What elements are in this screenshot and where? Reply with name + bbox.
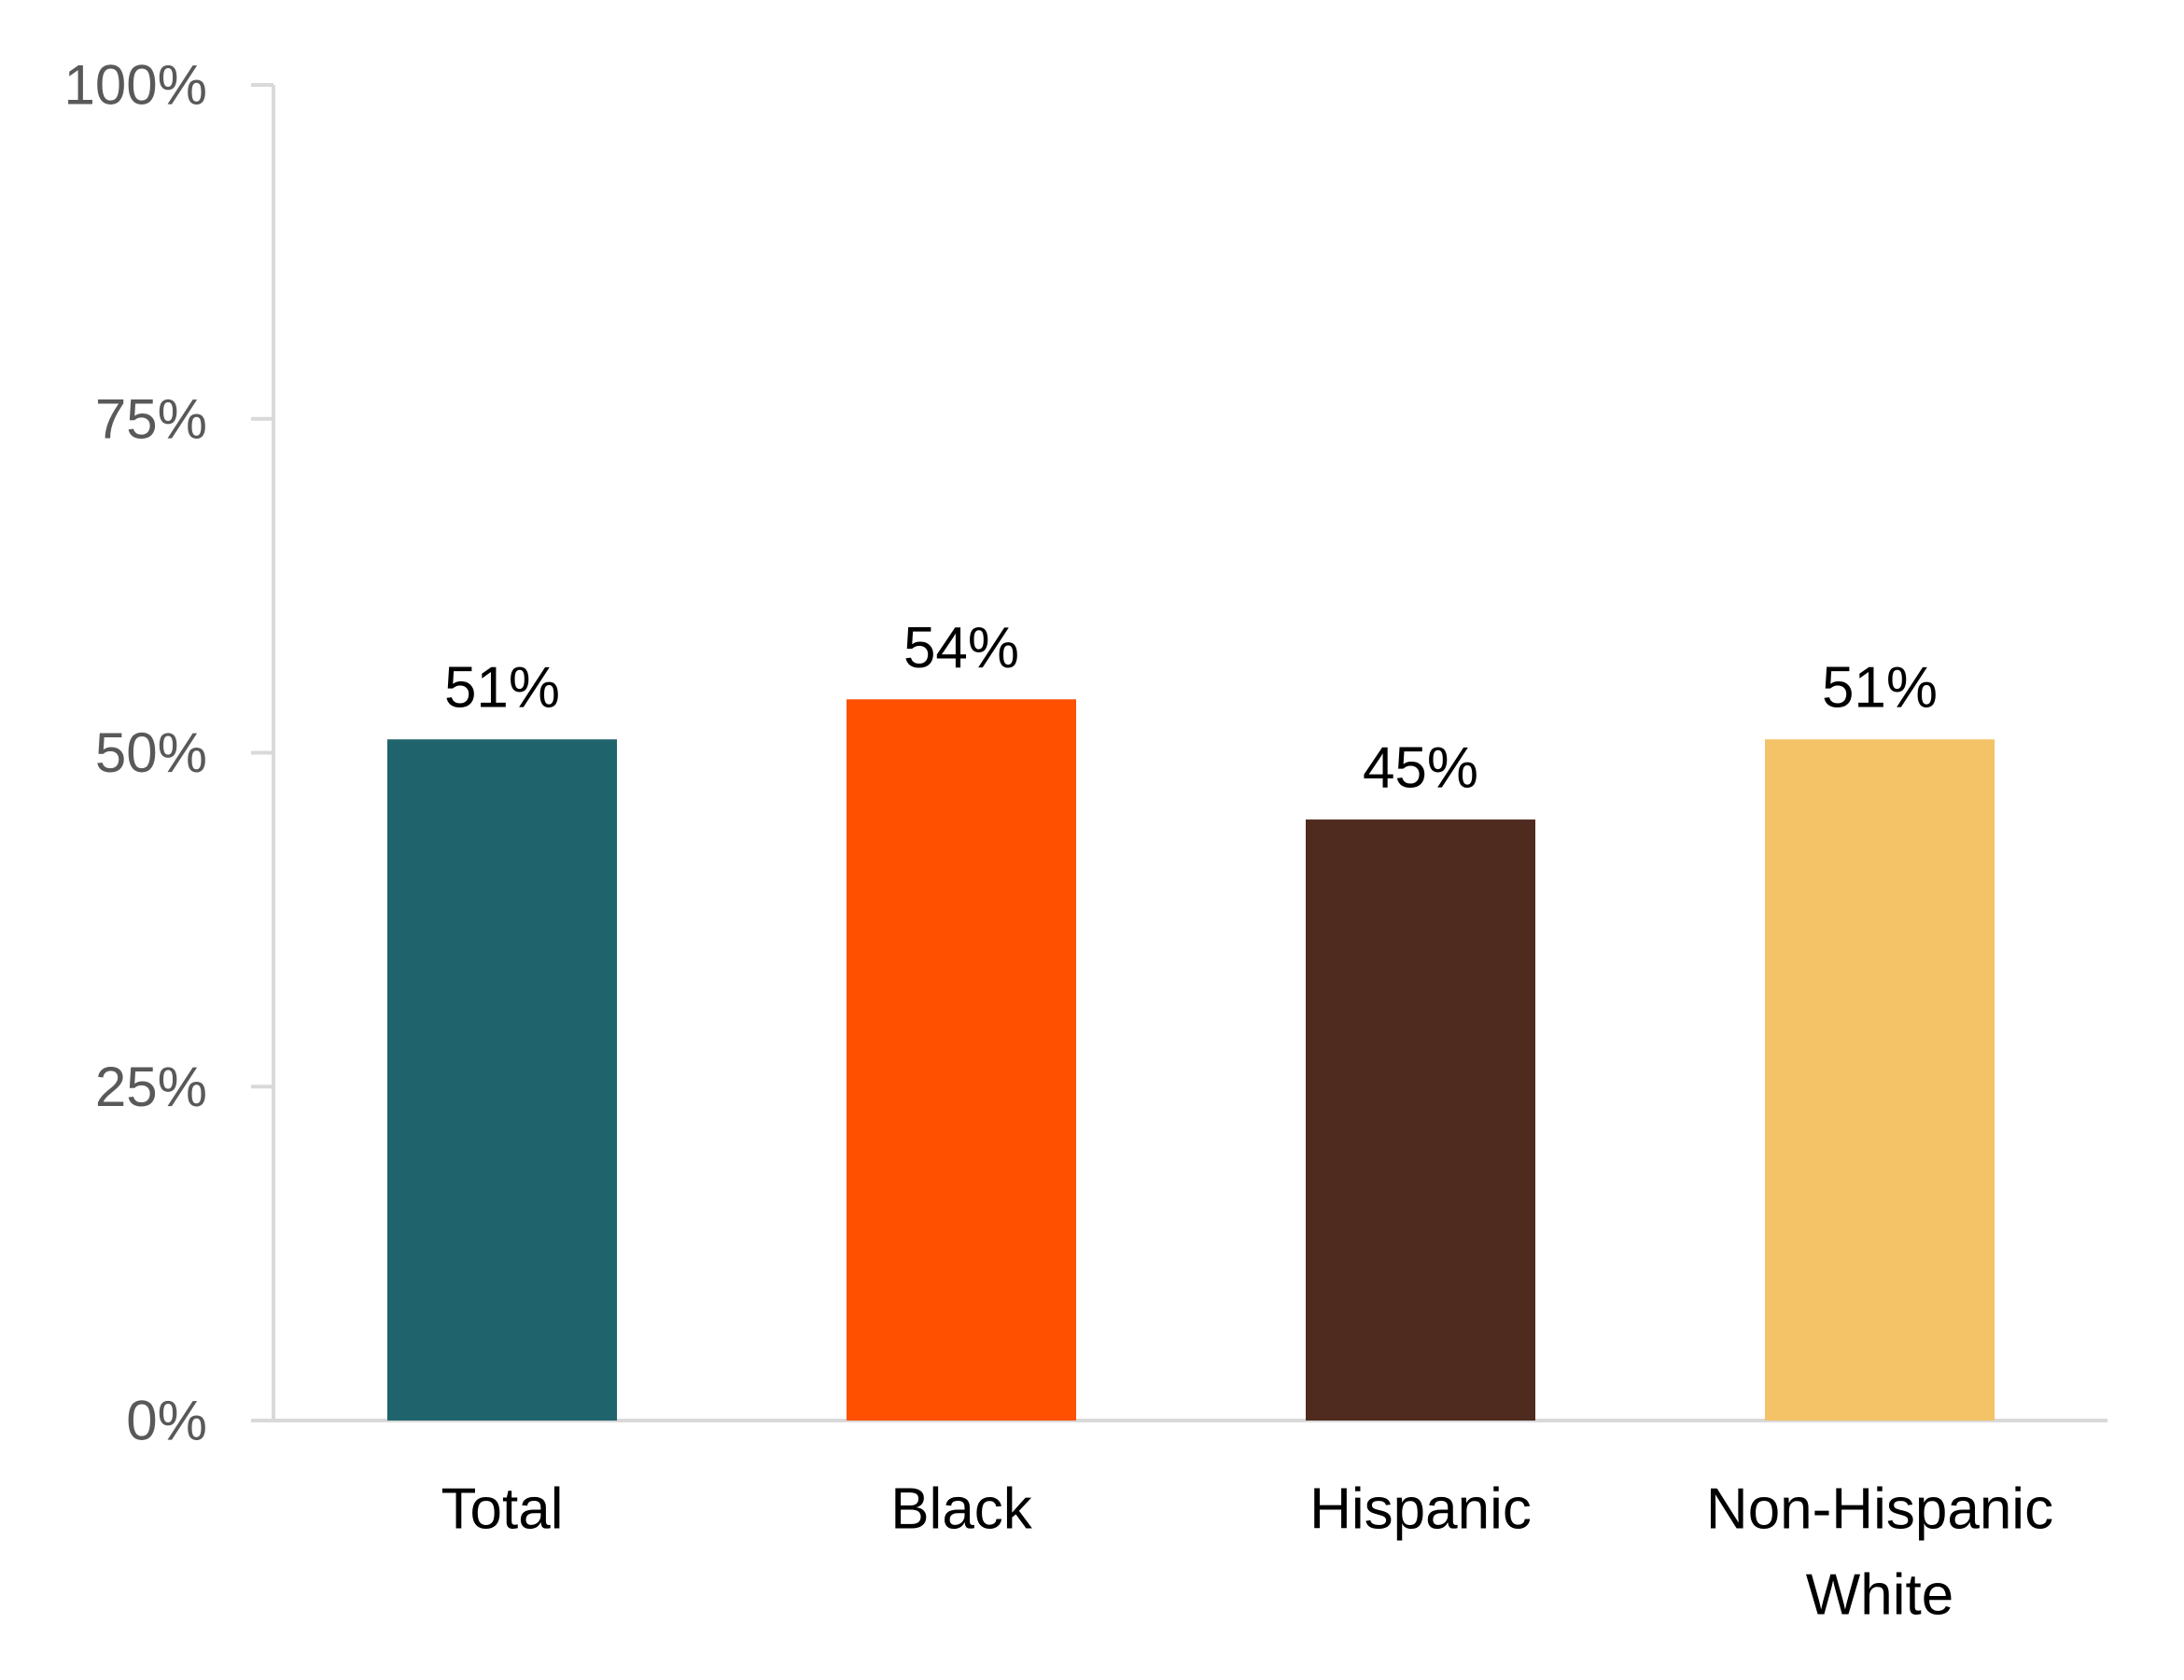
category-label: Non-Hispanic <box>1706 1477 2053 1542</box>
bars <box>387 699 1995 1421</box>
data-label: 45% <box>1363 736 1478 801</box>
bar-3 <box>1765 739 1995 1421</box>
bar-1 <box>847 699 1076 1421</box>
category-label: Black <box>890 1477 1033 1542</box>
labels: 51% Total 54% Black 45% Hispanic 51% Non-Hispan… <box>441 616 2054 1628</box>
data-label: 51% <box>444 656 560 721</box>
data-label: 54% <box>903 616 1019 680</box>
bar-2 <box>1306 819 1535 1421</box>
y-tick-label: 50% <box>95 721 207 784</box>
y-tick-label: 75% <box>95 387 207 450</box>
category-label: Hispanic <box>1309 1477 1532 1542</box>
data-label: 51% <box>1822 656 1938 721</box>
bar-0 <box>387 739 617 1421</box>
category-label: Total <box>441 1477 564 1542</box>
y-tick-label: 25% <box>95 1056 207 1118</box>
y-tick-label: 0% <box>126 1390 207 1452</box>
category-label: White <box>1806 1563 1953 1628</box>
y-tick-label: 100% <box>64 54 207 117</box>
